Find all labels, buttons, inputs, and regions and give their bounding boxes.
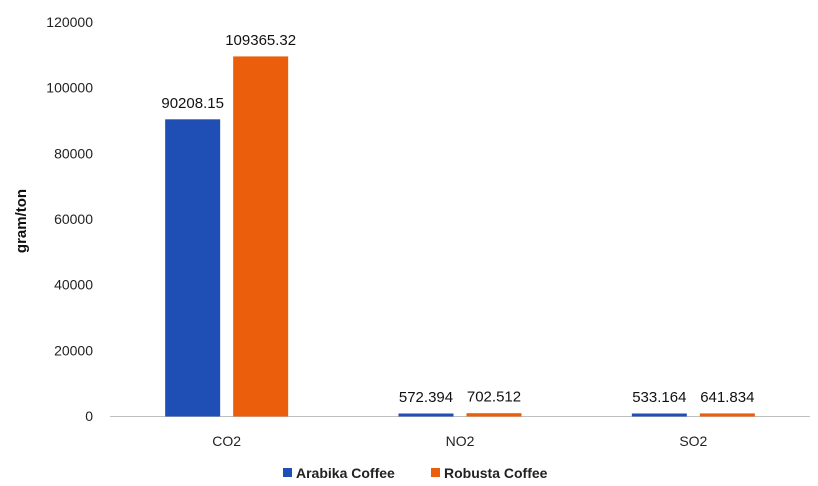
bar-robusta-coffee-so2 xyxy=(699,413,755,417)
y-tick-label: 120000 xyxy=(46,14,93,30)
data-label: 572.394 xyxy=(399,389,453,406)
data-label: 90208.15 xyxy=(161,95,224,112)
data-label: 702.512 xyxy=(467,389,521,406)
y-tick-label: 60000 xyxy=(54,211,93,227)
bar-robusta-coffee-co2 xyxy=(233,56,289,417)
y-axis-label: gram/ton xyxy=(13,189,30,253)
y-tick-label: 0 xyxy=(85,408,93,424)
bar-arabika-coffee-so2 xyxy=(631,413,687,417)
data-label: 109365.32 xyxy=(225,32,296,49)
data-label: 641.834 xyxy=(700,389,754,406)
y-axis-ticks: 0 20000 40000 60000 80000 100000 120000 xyxy=(46,14,93,424)
x-tick-label: CO2 xyxy=(212,433,241,449)
bar-robusta-coffee-no2 xyxy=(466,413,522,417)
y-tick-label: 100000 xyxy=(46,80,93,96)
legend-label: Robusta Coffee xyxy=(444,465,548,481)
legend: Arabika Coffee Robusta Coffee xyxy=(283,465,548,481)
data-label: 533.164 xyxy=(632,389,686,406)
y-tick-label: 80000 xyxy=(54,145,93,161)
bar-arabika-coffee-no2 xyxy=(398,413,454,417)
y-tick-label: 20000 xyxy=(54,342,93,358)
x-tick-label: SO2 xyxy=(679,433,707,449)
legend-label: Arabika Coffee xyxy=(296,465,395,481)
x-tick-label: NO2 xyxy=(446,433,475,449)
bar-arabika-coffee-co2 xyxy=(165,119,221,417)
y-tick-label: 40000 xyxy=(54,277,93,293)
x-axis-ticks: CO2 NO2 SO2 xyxy=(212,433,707,449)
bars xyxy=(165,56,755,417)
legend-swatch xyxy=(431,468,440,477)
data-labels: 90208.15 109365.32 572.394 702.512 533.164 64… xyxy=(161,32,754,406)
legend-swatch xyxy=(283,468,292,477)
